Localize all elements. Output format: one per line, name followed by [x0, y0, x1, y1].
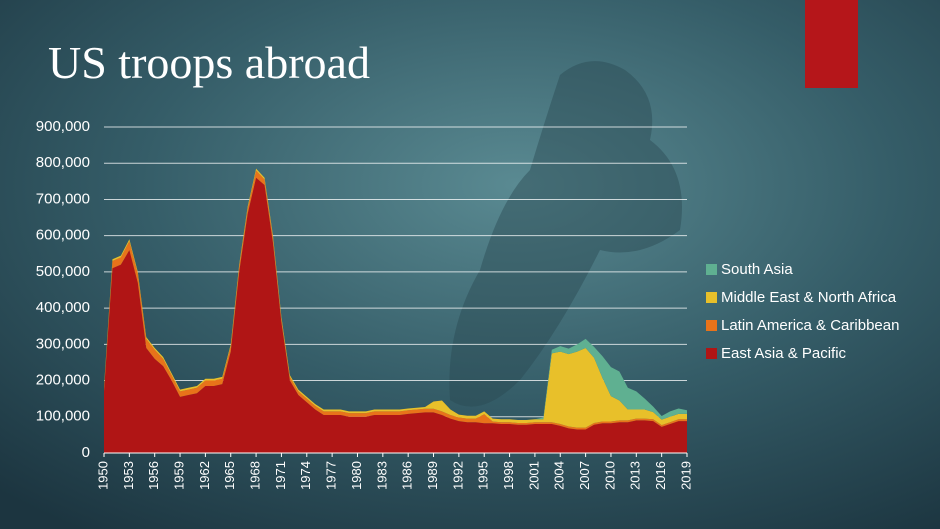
legend-swatch	[706, 348, 717, 359]
x-tick-label: 2001	[526, 461, 541, 490]
x-tick-label: 1959	[171, 461, 186, 490]
x-tick-label: 1965	[222, 461, 237, 490]
x-tick-label: 2007	[577, 461, 592, 490]
x-tick-label: 1980	[349, 461, 364, 490]
legend-label: Middle East & North Africa	[721, 289, 897, 306]
y-tick-label: 400,000	[36, 299, 90, 316]
area	[104, 177, 687, 453]
y-tick-label: 200,000	[36, 372, 90, 389]
y-tick-label: 300,000	[36, 335, 90, 352]
x-tick-label: 2013	[628, 461, 643, 490]
x-tick-label: 1983	[374, 461, 389, 490]
y-tick-label: 500,000	[36, 263, 90, 280]
x-tick-label: 1971	[273, 461, 288, 490]
x-tick-label: 1950	[95, 461, 110, 490]
silhouette	[449, 61, 682, 407]
x-tick-label: 1992	[450, 461, 465, 490]
x-tick-label: 2016	[653, 461, 668, 490]
x-tick-label: 1953	[121, 461, 136, 490]
x-tick-label: 1998	[501, 461, 516, 490]
x-tick-label: 1989	[425, 461, 440, 490]
y-tick-label: 0	[82, 444, 90, 461]
legend-swatch	[706, 292, 717, 303]
x-tick-label: 1995	[476, 461, 491, 490]
x-tick-label: 2004	[552, 461, 567, 490]
chart-title: US troops abroad	[48, 37, 370, 88]
legend-swatch	[706, 264, 717, 275]
y-tick-label: 800,000	[36, 154, 90, 171]
legend-label: East Asia & Pacific	[721, 345, 847, 362]
legend-label: Latin America & Caribbean	[721, 317, 899, 334]
x-tick-label: 1986	[400, 461, 415, 490]
x-tick-label: 1974	[298, 461, 313, 490]
legend-swatch	[706, 320, 717, 331]
x-tick-label: 2019	[678, 461, 693, 490]
x-tick-label: 1962	[197, 461, 212, 490]
y-tick-label: 900,000	[36, 118, 90, 135]
y-tick-label: 100,000	[36, 408, 90, 425]
x-tick-label: 2010	[602, 461, 617, 490]
legend-label: South Asia	[721, 261, 793, 278]
x-tick-label: 1968	[248, 461, 263, 490]
accent-block	[805, 0, 858, 88]
x-tick-label: 1977	[324, 461, 339, 490]
area	[104, 168, 687, 421]
x-tick-label: 1956	[146, 461, 161, 490]
y-tick-label: 700,000	[36, 190, 90, 207]
y-tick-label: 600,000	[36, 227, 90, 244]
